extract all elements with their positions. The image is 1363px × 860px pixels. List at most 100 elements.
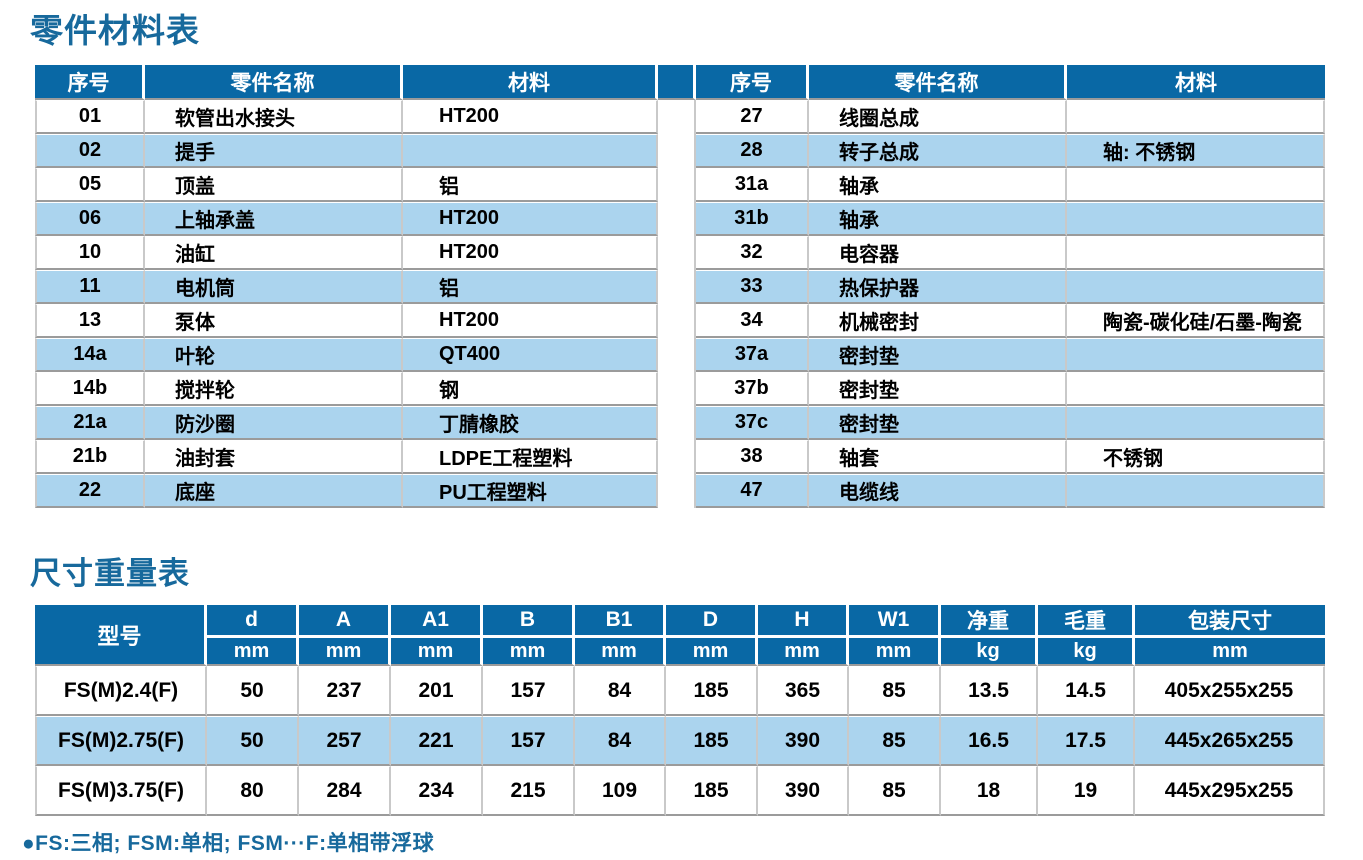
parts-table-row: 21a 防沙圈 丁腈橡胶 37c 密封垫 <box>35 406 1325 440</box>
size-col-unit: kg <box>1038 638 1135 666</box>
part-no: 22 <box>35 474 145 508</box>
part-no: 14a <box>35 338 145 372</box>
parts-row-spacer <box>658 168 696 202</box>
size-value: 109 <box>575 766 666 816</box>
parts-row-spacer <box>658 406 696 440</box>
size-value: 284 <box>299 766 391 816</box>
size-col-label-A: A <box>299 605 391 638</box>
part-name: 油缸 <box>145 236 403 270</box>
part-no: 02 <box>35 134 145 168</box>
size-col-unit: mm <box>299 638 391 666</box>
parts-right-col-name-header: 零件名称 <box>809 65 1067 100</box>
part-name: 防沙圈 <box>145 406 403 440</box>
size-value: 257 <box>299 716 391 766</box>
part-no: 34 <box>696 304 809 338</box>
parts-table-row: 14b 搅拌轮钢 37b 密封垫 <box>35 372 1325 406</box>
size-col-unit: mm <box>483 638 575 666</box>
part-no: 21a <box>35 406 145 440</box>
part-material: 钢 <box>403 372 658 406</box>
size-col-unit: mm <box>758 638 849 666</box>
size-col-label-B1: B1 <box>575 605 666 638</box>
size-col-unit: mm <box>391 638 483 666</box>
part-name: 线圈总成 <box>809 100 1067 134</box>
part-material <box>1067 168 1325 202</box>
size-col-model-header: 型号 <box>35 605 207 666</box>
size-table-row: FS(M)2.4(F) 50 237 201 157 84 185 365 85 13.5 14.5… <box>35 666 1325 716</box>
part-name: 转子总成 <box>809 134 1067 168</box>
size-value: 445x265x255 <box>1135 716 1325 766</box>
size-value: 50 <box>207 716 299 766</box>
parts-right-col-no-header: 序号 <box>696 65 809 100</box>
size-model: FS(M)2.75(F) <box>35 716 207 766</box>
size-col-label-B: B <box>483 605 575 638</box>
parts-table-row: 11 电机筒铝 33 热保护器 <box>35 270 1325 304</box>
part-name: 密封垫 <box>809 338 1067 372</box>
parts-table-title: 零件材料表 <box>30 12 200 49</box>
part-material: HT200 <box>403 202 658 236</box>
parts-row-spacer <box>658 372 696 406</box>
part-name: 泵体 <box>145 304 403 338</box>
part-name: 密封垫 <box>809 406 1067 440</box>
part-material <box>1067 236 1325 270</box>
size-col-label-净重: 净重 <box>941 605 1038 638</box>
part-material: 陶瓷-碳化硅/石墨-陶瓷 <box>1067 304 1325 338</box>
part-material <box>1067 202 1325 236</box>
size-value: 234 <box>391 766 483 816</box>
part-material <box>1067 100 1325 134</box>
size-header-label-row: 型号 d A A1 B B1 D H W1 净重 毛重 包装尺寸 <box>35 605 1325 666</box>
parts-table-row: 10 油缸 HT200 32 电容器 <box>35 236 1325 270</box>
part-name: 软管出水接头 <box>145 100 403 134</box>
part-name: 叶轮 <box>145 338 403 372</box>
size-value: 405x255x255 <box>1135 666 1325 716</box>
part-name: 顶盖 <box>145 168 403 202</box>
part-no: 21b <box>35 440 145 474</box>
size-col-unit: mm <box>849 638 941 666</box>
parts-table-row: 01 软管出水接头 HT200 27 线圈总成 <box>35 100 1325 134</box>
part-name: 轴承 <box>809 168 1067 202</box>
part-name: 电机筒 <box>145 270 403 304</box>
part-material: 不锈钢 <box>1067 440 1325 474</box>
size-table-title: 尺寸重量表 <box>30 556 190 591</box>
size-col-label-W1: W1 <box>849 605 941 638</box>
part-material <box>1067 270 1325 304</box>
size-value: 14.5 <box>1038 666 1135 716</box>
part-name: 轴承 <box>809 202 1067 236</box>
size-value: 80 <box>207 766 299 816</box>
part-material: 铝 <box>403 270 658 304</box>
size-value: 13.5 <box>941 666 1038 716</box>
part-no: 37b <box>696 372 809 406</box>
size-table-row: FS(M)2.75(F) 50 257 221 157 84 185 390 85 16.5 17.… <box>35 716 1325 766</box>
part-no: 05 <box>35 168 145 202</box>
size-value: 185 <box>666 766 758 816</box>
parts-table-row: 13 泵体 HT200 34 机械密封 陶瓷-碳化硅/石墨-陶瓷 <box>35 304 1325 338</box>
part-name: 搅拌轮 <box>145 372 403 406</box>
part-no: 13 <box>35 304 145 338</box>
part-name: 底座 <box>145 474 403 508</box>
size-value: 221 <box>391 716 483 766</box>
part-material <box>403 134 658 168</box>
size-value: 85 <box>849 716 941 766</box>
part-material: 丁腈橡胶 <box>403 406 658 440</box>
parts-row-spacer <box>658 236 696 270</box>
part-no: 37a <box>696 338 809 372</box>
size-col-label-毛重: 毛重 <box>1038 605 1135 638</box>
size-value: 19 <box>1038 766 1135 816</box>
size-col-unit: mm <box>575 638 666 666</box>
part-material: QT400 <box>403 338 658 372</box>
parts-header-spacer <box>658 65 696 100</box>
parts-material-table: 序号 零件名称 材料 序号 零件名称 材料 01 软管出水接头 HT200 27 线圈总… <box>35 65 1325 508</box>
size-value: 157 <box>483 716 575 766</box>
size-value: 185 <box>666 716 758 766</box>
model-legend-footnote: ●FS:三相; FSM:单相; FSM···F:单相带浮球 <box>22 832 435 855</box>
part-name: 电容器 <box>809 236 1067 270</box>
size-col-unit: mm <box>666 638 758 666</box>
parts-left-col-material-header: 材料 <box>403 65 658 100</box>
part-material: HT200 <box>403 304 658 338</box>
size-header-unit-row: mm mm mm mm mm mm mm mm kg kg mm <box>35 638 1325 666</box>
part-name: 轴套 <box>809 440 1067 474</box>
part-material <box>1067 474 1325 508</box>
size-col-unit: mm <box>207 638 299 666</box>
part-material: 铝 <box>403 168 658 202</box>
size-col-label-H: H <box>758 605 849 638</box>
parts-table-row: 05 顶盖铝 31a 轴承 <box>35 168 1325 202</box>
